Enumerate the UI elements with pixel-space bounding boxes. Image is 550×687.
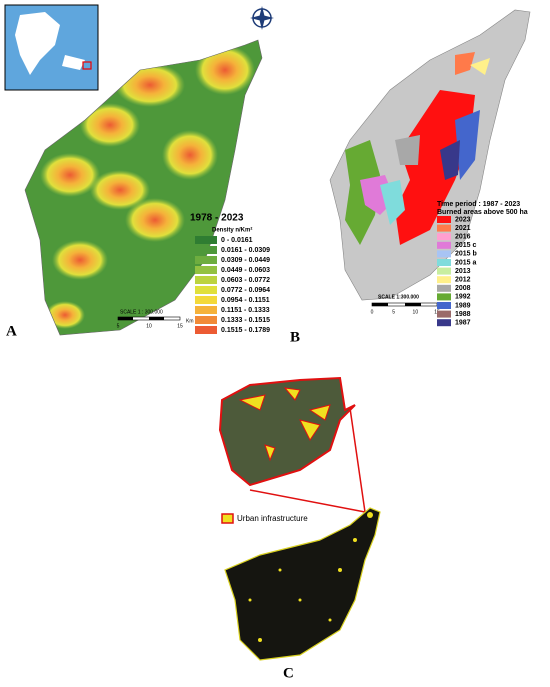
legend-swatch xyxy=(195,266,217,274)
inset-land xyxy=(15,12,85,75)
panel-label: A xyxy=(6,323,17,339)
legend-swatch xyxy=(221,513,234,524)
legend-swatch xyxy=(437,310,451,318)
legend-label: Urban infrastructure xyxy=(237,514,308,523)
burned-area xyxy=(395,90,475,245)
legend-swatch xyxy=(437,267,451,275)
panel-label: B xyxy=(290,329,300,345)
legend-label: 0.0954 - 0.1151 xyxy=(221,297,270,304)
legend-label: 2016 xyxy=(455,234,471,241)
legend-label: 0.0449 - 0.0603 xyxy=(221,267,270,274)
burned-area xyxy=(470,58,490,75)
legend-label: 0.0772 - 0.0964 xyxy=(221,287,270,294)
legend-swatch xyxy=(437,276,451,284)
legend-label: 1988 xyxy=(455,311,471,318)
legend-label: 0.0309 - 0.0449 xyxy=(221,257,270,264)
burned-area xyxy=(395,135,420,165)
legend-label: 0.0603 - 0.0772 xyxy=(221,277,270,284)
legend-label: 0.1151 - 0.1333 xyxy=(221,307,270,314)
legend-label: 0 - 0.0161 xyxy=(221,237,253,244)
legend-swatch xyxy=(195,256,217,264)
legend-label: 2023 xyxy=(455,216,471,223)
island-outline xyxy=(24,39,263,336)
legend-swatch xyxy=(437,293,451,301)
legend-label: 1989 xyxy=(455,302,471,309)
scale-tick-label: 5 xyxy=(117,323,120,329)
scale-bar-b xyxy=(371,302,438,307)
inset-highlight xyxy=(82,61,92,70)
burned-area xyxy=(440,140,460,180)
scale-title: SCALE 1 : 300.000 xyxy=(120,309,163,315)
legend-label: 2012 xyxy=(455,277,471,284)
island-night xyxy=(224,507,381,661)
zoom-line xyxy=(249,489,366,513)
legend-swatch xyxy=(437,284,451,292)
compass xyxy=(250,6,274,30)
legend-swatch xyxy=(195,286,217,294)
legend-label: 2015 c xyxy=(455,242,477,249)
urban-patch xyxy=(238,387,331,462)
legend-swatch xyxy=(437,302,451,309)
legend-swatch xyxy=(437,224,451,232)
legend-swatch xyxy=(195,326,217,334)
legend-label: 0.1333 - 0.1515 xyxy=(221,317,270,324)
legend-swatch xyxy=(437,319,451,327)
scale-tick-label: 10 xyxy=(413,309,419,315)
legend-label: 1992 xyxy=(455,294,471,301)
legend-swatch xyxy=(195,306,217,314)
burned-area xyxy=(455,52,475,75)
legend-label: 1987 xyxy=(455,320,471,327)
scale-tick-label: 0 xyxy=(371,309,374,315)
panel-label: C xyxy=(283,665,294,681)
legend-label: 2013 xyxy=(455,268,471,275)
legend-title: 1978 - 2023 xyxy=(190,213,244,224)
legend-swatch xyxy=(195,316,217,324)
legend-swatch xyxy=(437,216,451,223)
zoom-line xyxy=(349,407,366,513)
burned-area xyxy=(455,110,480,180)
scale-tick-label: 10 xyxy=(146,323,152,329)
legend-label: 2021 xyxy=(455,225,471,232)
urban-lights xyxy=(248,512,373,642)
scale-bar-a xyxy=(117,316,181,321)
legend-label: 2008 xyxy=(455,285,471,292)
burned-area xyxy=(380,180,405,225)
legend-title: Time period : 1987 - 2023 xyxy=(437,201,520,208)
legend-label: 2015 a xyxy=(455,259,477,266)
legend-swatch xyxy=(437,250,451,258)
legend-swatch xyxy=(195,236,217,244)
legend-swatch xyxy=(195,276,217,284)
panel-c-map: Urban infrastructure C xyxy=(218,376,381,681)
legend-swatch xyxy=(437,241,451,249)
legend-swatch xyxy=(195,246,217,254)
scale-unit: Km xyxy=(186,318,194,324)
legend-subtitle: Burned areas above 500 ha xyxy=(437,209,528,216)
scale-tick-label: 15 xyxy=(177,323,183,329)
legend-label: 0.0161 - 0.0309 xyxy=(221,247,270,254)
legend-swatch xyxy=(195,296,217,304)
legend-subtitle: Density n/Km² xyxy=(212,227,252,234)
legend-swatch xyxy=(437,233,451,241)
legend-label: 2015 b xyxy=(455,251,477,258)
scale-tick-label: 5 xyxy=(392,309,395,315)
scale-title: SCALE 1:300.000 xyxy=(378,294,419,300)
legend-swatch xyxy=(437,259,451,266)
legend-label: 0.1515 - 0.1789 xyxy=(221,327,270,334)
satellite-detail xyxy=(218,376,356,487)
